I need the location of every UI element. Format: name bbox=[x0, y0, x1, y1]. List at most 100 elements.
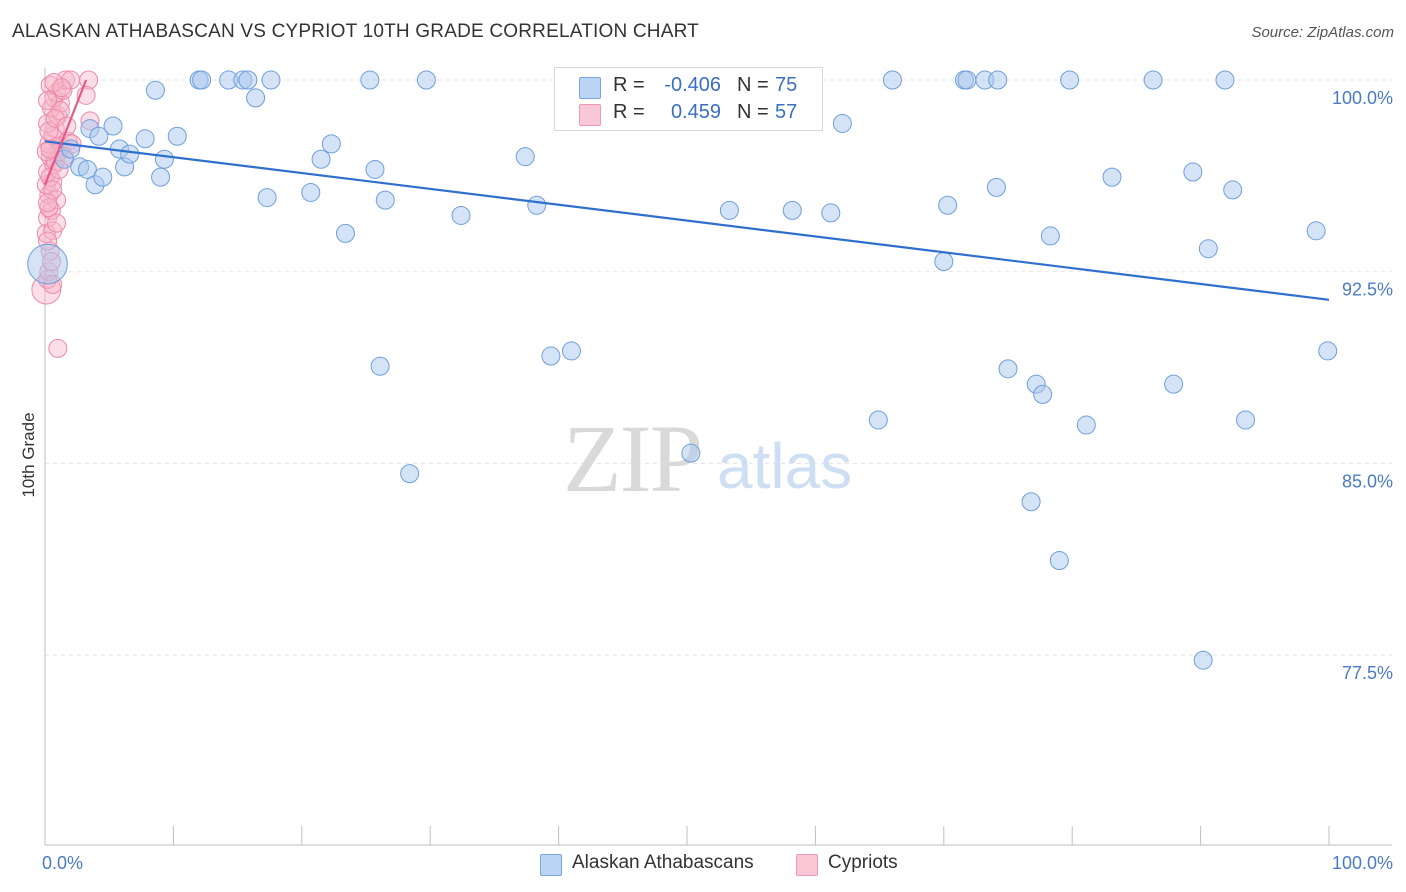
athabascan-point bbox=[151, 167, 171, 187]
athabascan-point bbox=[261, 70, 281, 90]
athabascan-point bbox=[416, 70, 436, 90]
athabascan-point bbox=[103, 116, 123, 136]
bottom-legend-label: Cypriots bbox=[828, 852, 898, 873]
athabascan-point bbox=[257, 188, 277, 208]
athabascan-point bbox=[1021, 492, 1041, 512]
cypriot-point bbox=[38, 193, 58, 213]
athabascan-point bbox=[192, 70, 212, 90]
athabascan-point bbox=[1223, 180, 1243, 200]
athabascan-point bbox=[167, 126, 187, 146]
athabascan-point bbox=[1198, 239, 1218, 259]
athabascan-point bbox=[1183, 162, 1203, 182]
legend-r-value: 0.459 bbox=[670, 101, 721, 123]
athabascan-point bbox=[934, 251, 954, 271]
bottom-legend-swatch-pink bbox=[796, 854, 818, 876]
cypriot-point bbox=[45, 108, 65, 128]
athabascan-point bbox=[1040, 226, 1060, 246]
athabascan-point bbox=[998, 359, 1018, 379]
athabascan-point bbox=[77, 159, 97, 179]
bottom-legend-swatch-blue bbox=[540, 854, 562, 876]
athabascan-point bbox=[451, 205, 471, 225]
y-tick-label: 92.5% bbox=[1342, 280, 1393, 300]
athabascan-point bbox=[321, 134, 341, 154]
athabascan-point bbox=[365, 159, 385, 179]
athabascan-point bbox=[515, 147, 535, 167]
athabascan-point bbox=[145, 80, 165, 100]
athabascan-point bbox=[681, 443, 701, 463]
athabascan-point bbox=[1318, 341, 1338, 361]
tick-labels: 100.0% 92.5% 85.0% 77.5% 0.0% 100.0% bbox=[42, 88, 1393, 873]
athabascan-point bbox=[1215, 70, 1235, 90]
athabascan-point bbox=[400, 464, 420, 484]
y-axis-label: 10th Grade bbox=[19, 412, 38, 497]
cypriot-point bbox=[38, 90, 58, 110]
x-tick-label: 0.0% bbox=[42, 853, 83, 873]
athabascan-point bbox=[1193, 650, 1213, 670]
athabascan-point bbox=[335, 223, 355, 243]
athabascan-point bbox=[135, 129, 155, 149]
athabascan-point bbox=[986, 177, 1006, 197]
athabascan-point bbox=[89, 126, 109, 146]
athabascan-point bbox=[821, 203, 841, 223]
athabascan-point bbox=[1143, 70, 1163, 90]
athabascan-point bbox=[301, 182, 321, 202]
athabascan-point bbox=[375, 190, 395, 210]
athabascan-point bbox=[27, 243, 68, 285]
athabascan-point bbox=[938, 195, 958, 215]
data-points bbox=[27, 70, 1338, 670]
athabascan-point bbox=[154, 149, 174, 169]
y-tick-label: 77.5% bbox=[1342, 663, 1393, 683]
legend-box: R = -0.406 N = 75 R = 0.459 N = 57 bbox=[554, 67, 823, 131]
legend-swatch-pink bbox=[579, 104, 601, 126]
chart-title: ALASKAN ATHABASCAN VS CYPRIOT 10TH GRADE… bbox=[12, 21, 699, 42]
x-tick-label: 100.0% bbox=[1332, 853, 1393, 873]
athabascan-point bbox=[719, 200, 739, 220]
athabascan-point bbox=[957, 70, 977, 90]
y-tick-label: 100.0% bbox=[1332, 88, 1393, 108]
cypriot-point bbox=[57, 116, 77, 136]
athabascan-point bbox=[1306, 221, 1326, 241]
athabascan-point bbox=[527, 195, 547, 215]
athabascan-point bbox=[120, 144, 140, 164]
source-attribution: Source: ZipAtlas.com bbox=[1251, 24, 1394, 41]
athabascan-point bbox=[868, 410, 888, 430]
athabascan-point bbox=[1060, 70, 1080, 90]
athabascan-point bbox=[541, 346, 561, 366]
axes bbox=[44, 68, 1392, 846]
athabascan-point bbox=[370, 356, 390, 376]
y-tick-label: 85.0% bbox=[1342, 471, 1393, 491]
athabascan-point bbox=[1076, 415, 1096, 435]
legend-n-value: 57 bbox=[775, 101, 798, 123]
athabascan-point bbox=[561, 341, 581, 361]
athabascan-trend-line bbox=[44, 140, 1330, 301]
legend-r-label: R = bbox=[613, 101, 645, 123]
athabascan-point bbox=[246, 88, 266, 108]
athabascan-point bbox=[988, 70, 1008, 90]
athabascan-point bbox=[1102, 167, 1122, 187]
legend-swatch-blue bbox=[579, 77, 601, 99]
trend-lines bbox=[43, 79, 1330, 301]
cypriot-trend-line bbox=[43, 79, 88, 186]
athabascan-point bbox=[1049, 551, 1069, 571]
cypriot-point bbox=[48, 338, 68, 358]
athabascan-point bbox=[882, 70, 902, 90]
athabascan-point bbox=[311, 149, 331, 169]
bottom-legend-label: Alaskan Athabascans bbox=[572, 852, 754, 873]
legend-r-label: R = bbox=[613, 74, 645, 96]
athabascan-point bbox=[1033, 384, 1053, 404]
athabascan-point bbox=[832, 113, 852, 133]
legend-n-value: 75 bbox=[775, 74, 798, 96]
legend-n-label: N = bbox=[737, 101, 769, 123]
cypriot-point bbox=[52, 78, 72, 98]
athabascan-point bbox=[360, 70, 380, 90]
watermark: ZIP atlas bbox=[563, 405, 852, 512]
legend-n-label: N = bbox=[737, 74, 769, 96]
athabascan-point bbox=[782, 200, 802, 220]
legend-r-value: -0.406 bbox=[664, 74, 721, 96]
athabascan-point bbox=[1236, 410, 1256, 430]
watermark-zip: ZIP bbox=[563, 405, 701, 512]
watermark-atlas: atlas bbox=[717, 430, 852, 502]
cypriot-point bbox=[47, 213, 67, 233]
athabascan-point bbox=[1164, 374, 1184, 394]
